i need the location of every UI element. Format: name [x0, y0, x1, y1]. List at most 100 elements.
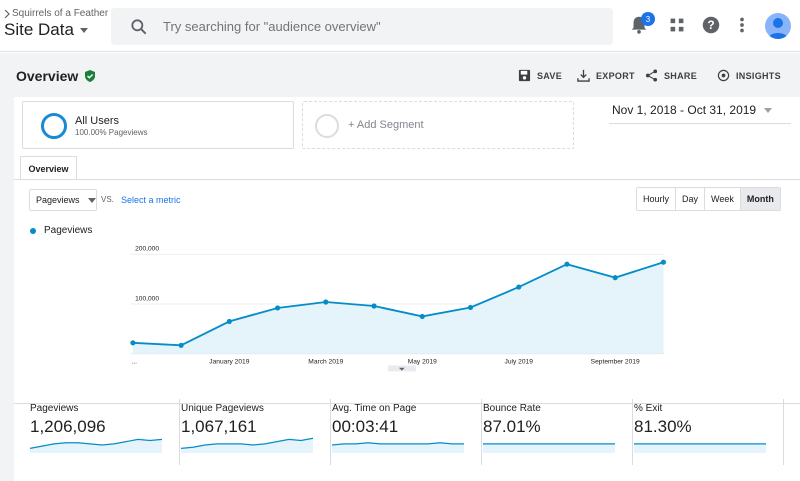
chevron-right-icon: [4, 9, 10, 18]
chart-divider: [14, 403, 800, 404]
tab-overview[interactable]: Overview: [20, 156, 77, 180]
metric-avg-time-on-page[interactable]: Avg. Time on Page 00:03:41: [331, 399, 482, 465]
granularity-toggle: Hourly Day Week Month: [636, 187, 781, 211]
date-range-label: Nov 1, 2018 - Oct 31, 2019: [612, 103, 757, 117]
segment-subtitle: 100.00% Pageviews: [75, 128, 148, 137]
metric-value: 00:03:41: [332, 417, 399, 436]
report-card: All Users 100.00% Pageviews + Add Segmen…: [14, 97, 800, 481]
sparkline-area: [30, 439, 162, 453]
data-point[interactable]: [275, 305, 281, 311]
chart-legend: Pageviews: [30, 225, 92, 236]
account-selector[interactable]: Squirrels of a Feather Site Data: [4, 8, 108, 40]
search-bar[interactable]: [111, 8, 613, 45]
search-icon: [131, 18, 147, 34]
x-tick-label: March 2019: [308, 358, 343, 365]
sparkline-area: [634, 443, 766, 453]
select-metric-link[interactable]: Select a metric: [121, 195, 181, 205]
tab-divider: [14, 179, 800, 180]
data-point[interactable]: [419, 313, 425, 320]
data-point[interactable]: [467, 304, 474, 311]
granularity-day[interactable]: Day: [676, 188, 706, 210]
sparkline: [180, 437, 314, 453]
date-range-picker[interactable]: Nov 1, 2018 - Oct 31, 2019: [612, 103, 773, 117]
notification-badge: 3: [641, 12, 655, 26]
metric-bounce-rate[interactable]: Bounce Rate 87.01%: [482, 399, 633, 465]
granularity-month[interactable]: Month: [740, 188, 780, 210]
insights-button[interactable]: INSIGHTS: [717, 69, 781, 82]
share-icon: [645, 69, 658, 82]
metric-dropdown[interactable]: Pageviews: [29, 189, 97, 211]
sparkline-line: [331, 442, 464, 446]
metric-label: Pageviews: [30, 403, 79, 414]
data-point[interactable]: [323, 299, 329, 305]
series-line: [132, 261, 664, 347]
x-tick-label: September 2019: [591, 358, 640, 365]
property-name: Site Data: [4, 20, 74, 39]
pageviews-chart: 200,000 100,000... January 2019 March 2019 M…: [130, 246, 666, 372]
data-point[interactable]: [178, 342, 184, 348]
report-page: Overview SAVE EXPORT SHARE INSIGHTS: [0, 53, 800, 481]
data-point[interactable]: [371, 303, 377, 309]
data-point[interactable]: [660, 259, 666, 265]
data-point[interactable]: [130, 340, 136, 346]
export-button[interactable]: EXPORT: [577, 69, 635, 82]
y-tick-label: 200,000: [135, 246, 159, 253]
x-tick-label: January 2019: [209, 358, 249, 365]
apps-grid-icon[interactable]: [666, 14, 688, 36]
metric-label: Unique Pageviews: [181, 403, 264, 414]
sparkline-area: [483, 443, 615, 453]
granularity-hourly[interactable]: Hourly: [637, 188, 677, 210]
sparkline-area: [332, 442, 464, 453]
account-breadcrumb: Squirrels of a Feather: [12, 8, 109, 19]
data-point[interactable]: [516, 284, 522, 290]
sparkline: [634, 443, 766, 453]
vs-label: VS.: [101, 195, 114, 204]
y-tick-label: 100,000: [135, 295, 159, 302]
metric-summary: Pageviews 1,206,096 Unique Pageviews 1,067,…: [29, 399, 784, 465]
top-bar: Squirrels of a Feather Site Data 3 ?: [0, 0, 800, 52]
metric-value: 87.01%: [483, 417, 541, 436]
add-segment-button[interactable]: + Add Segment: [302, 101, 574, 149]
metric-unique-pageviews[interactable]: Unique Pageviews 1,067,161: [180, 399, 331, 465]
segment-ring-icon: [41, 113, 67, 139]
page-title: Overview: [16, 68, 96, 84]
sparkline-line: [180, 437, 314, 449]
metric-label: Avg. Time on Page: [332, 403, 417, 414]
search-input[interactable]: [163, 19, 563, 34]
metric-pageviews[interactable]: Pageviews 1,206,096: [29, 399, 180, 465]
metric-value: 1,067,161: [181, 417, 257, 436]
date-range-underline: [609, 123, 791, 124]
caret-down-icon: [79, 27, 88, 33]
help-icon[interactable]: ?: [700, 14, 722, 36]
save-button[interactable]: SAVE: [518, 69, 562, 82]
metric-exit[interactable]: % Exit 81.30%: [633, 399, 784, 465]
series-area: [132, 262, 664, 354]
sparkline-line: [29, 438, 163, 449]
download-icon: [577, 69, 590, 82]
legend-dot: [30, 227, 36, 234]
granularity-week[interactable]: Week: [705, 188, 741, 210]
data-point[interactable]: [612, 275, 618, 281]
metric-value: 81.30%: [634, 417, 692, 436]
metric-label: Bounce Rate: [483, 403, 541, 414]
svg-text:?: ?: [707, 18, 714, 32]
empty-segment-ring-icon: [315, 114, 339, 138]
sparkline: [29, 438, 163, 453]
x-tick-label: July 2019: [505, 358, 534, 365]
metric-label: % Exit: [634, 403, 663, 414]
x-tick-label: ...: [131, 358, 137, 365]
insights-icon: [717, 69, 730, 82]
sparkline: [331, 442, 464, 453]
avatar[interactable]: [765, 13, 791, 39]
more-vert-icon[interactable]: [731, 14, 753, 36]
x-tick-label: May 2019: [408, 358, 437, 365]
verified-check-icon: [85, 70, 96, 82]
segment-all-users[interactable]: All Users 100.00% Pageviews: [22, 101, 294, 149]
caret-down-icon: [87, 197, 96, 203]
data-point[interactable]: [226, 318, 232, 324]
sparkline: [483, 443, 615, 453]
data-point[interactable]: [564, 261, 570, 267]
sparkline-area: [181, 438, 313, 453]
share-button[interactable]: SHARE: [645, 69, 697, 82]
save-icon: [518, 69, 531, 82]
